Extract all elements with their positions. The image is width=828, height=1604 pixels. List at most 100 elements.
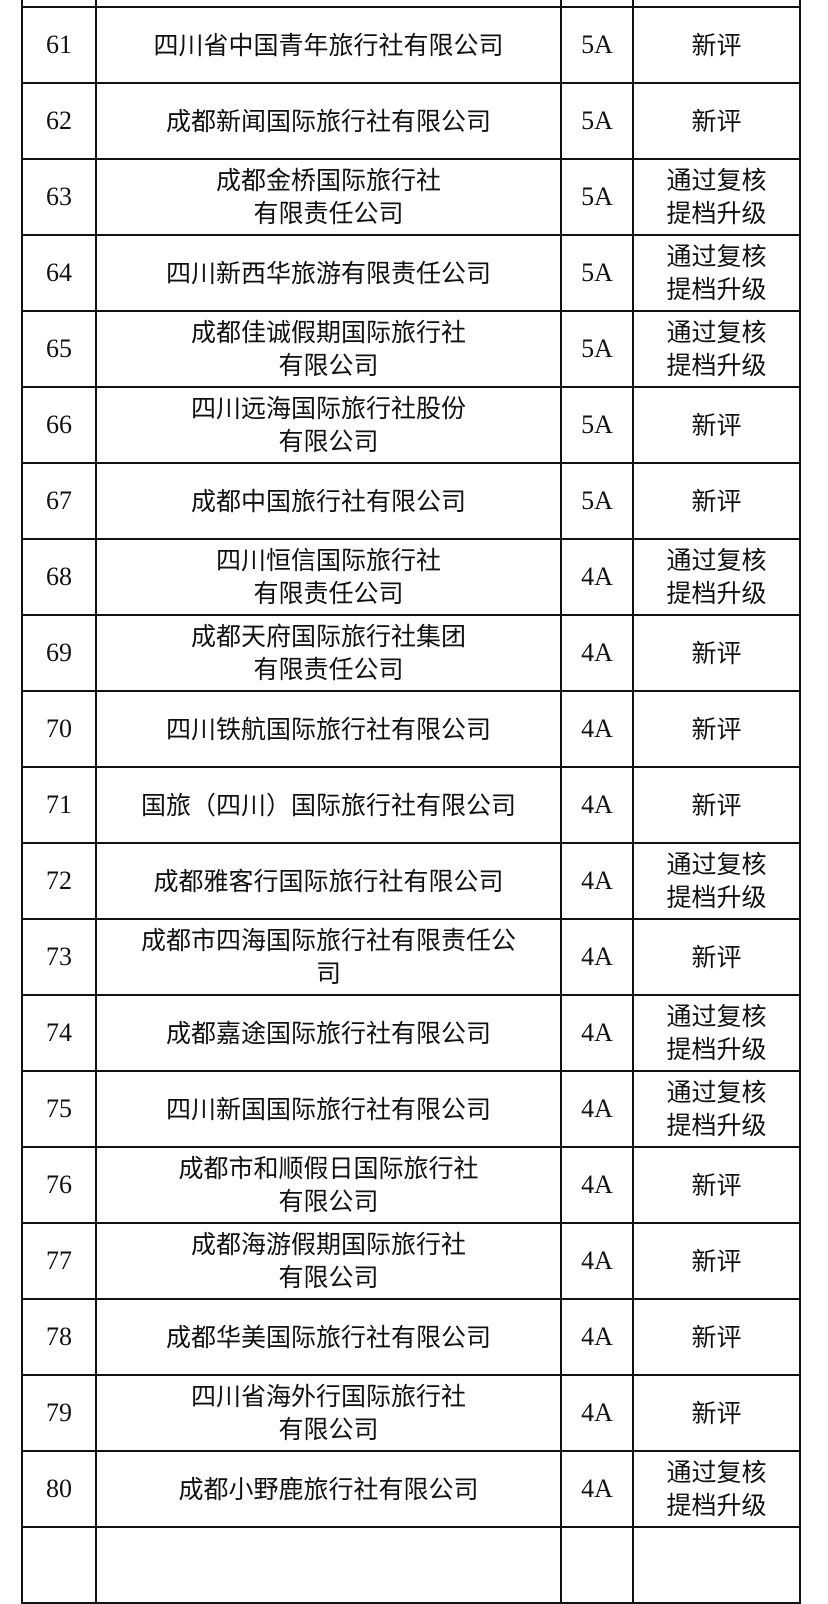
row-number: 79: [21, 1374, 97, 1452]
evaluation-type: 通过复核 提档升级: [632, 310, 801, 388]
table-row: 70 四川铁航国际旅行社有限公司 4A 新评: [21, 690, 801, 768]
agency-name: 成都市四海国际旅行社有限责任公 司: [95, 918, 562, 996]
row-number: 78: [21, 1298, 97, 1376]
table-row: 72 成都雅客行国际旅行社有限公司 4A 通过复核 提档升级: [21, 842, 801, 920]
agency-level: 5A: [560, 310, 634, 388]
table-row: 78 成都华美国际旅行社有限公司 4A 新评: [21, 1298, 801, 1376]
agency-name: 成都金桥国际旅行社 有限责任公司: [95, 158, 562, 236]
evaluation-type: 新评: [632, 690, 801, 768]
table-row: 62 成都新闻国际旅行社有限公司 5A 新评: [21, 82, 801, 160]
agency-name: 四川铁航国际旅行社有限公司: [95, 690, 562, 768]
agency-level: 5A: [560, 462, 634, 540]
evaluation-type: 通过复核 提档升级: [632, 842, 801, 920]
evaluation-type: 通过复核 提档升级: [632, 1450, 801, 1528]
agency-level: 4A: [560, 1298, 634, 1376]
agency-name: 国旅（四川）国际旅行社有限公司: [95, 766, 562, 844]
evaluation-type: 新评: [632, 766, 801, 844]
agency-name: 成都中国旅行社有限公司: [95, 462, 562, 540]
agency-name: 成都嘉途国际旅行社有限公司: [95, 994, 562, 1072]
table-row: 77 成都海游假期国际旅行社 有限公司 4A 新评: [21, 1222, 801, 1300]
table-row: 68 四川恒信国际旅行社 有限责任公司 4A 通过复核 提档升级: [21, 538, 801, 616]
row-number: 61: [21, 6, 97, 84]
row-number: 76: [21, 1146, 97, 1224]
row-number: 67: [21, 462, 97, 540]
row-number: 72: [21, 842, 97, 920]
evaluation-type: 通过复核 提档升级: [632, 994, 801, 1072]
table-row: 79 四川省海外行国际旅行社 有限公司 4A 新评: [21, 1374, 801, 1452]
table-row: 63 成都金桥国际旅行社 有限责任公司 5A 通过复核 提档升级: [21, 158, 801, 236]
table-row: 67 成都中国旅行社有限公司 5A 新评: [21, 462, 801, 540]
agency-level: 4A: [560, 994, 634, 1072]
agency-level: 5A: [560, 234, 634, 312]
row-number: 64: [21, 234, 97, 312]
evaluation-type: 新评: [632, 1146, 801, 1224]
table-row: 76 成都市和顺假日国际旅行社 有限公司 4A 新评: [21, 1146, 801, 1224]
row-number: 73: [21, 918, 97, 996]
evaluation-type: 通过复核 提档升级: [632, 1070, 801, 1148]
agency-level: 4A: [560, 1222, 634, 1300]
partial-row-bottom: [21, 1526, 801, 1604]
evaluation-type: 新评: [632, 1374, 801, 1452]
agency-level: 5A: [560, 82, 634, 160]
row-number: 77: [21, 1222, 97, 1300]
row-number: 62: [21, 82, 97, 160]
table-row: 61 四川省中国青年旅行社有限公司 5A 新评: [21, 6, 801, 84]
row-number: 75: [21, 1070, 97, 1148]
evaluation-type: 新评: [632, 6, 801, 84]
row-number: 63: [21, 158, 97, 236]
agency-name: 四川新西华旅游有限责任公司: [95, 234, 562, 312]
agency-name: 成都市和顺假日国际旅行社 有限公司: [95, 1146, 562, 1224]
agency-level: 4A: [560, 1450, 634, 1528]
agency-name: 四川新国国际旅行社有限公司: [95, 1070, 562, 1148]
evaluation-type: 新评: [632, 918, 801, 996]
agency-name: 四川恒信国际旅行社 有限责任公司: [95, 538, 562, 616]
row-number: 66: [21, 386, 97, 464]
table-row: 69 成都天府国际旅行社集团 有限责任公司 4A 新评: [21, 614, 801, 692]
row-number: 70: [21, 690, 97, 768]
table-row: 75 四川新国国际旅行社有限公司 4A 通过复核 提档升级: [21, 1070, 801, 1148]
evaluation-type: 新评: [632, 1298, 801, 1376]
agency-name: 成都天府国际旅行社集团 有限责任公司: [95, 614, 562, 692]
agency-name: 四川远海国际旅行社股份 有限公司: [95, 386, 562, 464]
agency-level: 4A: [560, 766, 634, 844]
evaluation-type: 新评: [632, 82, 801, 160]
table-row: 80 成都小野鹿旅行社有限公司 4A 通过复核 提档升级: [21, 1450, 801, 1528]
table-row: 73 成都市四海国际旅行社有限责任公 司 4A 新评: [21, 918, 801, 996]
row-number: 74: [21, 994, 97, 1072]
partial-row-top: [21, 0, 801, 8]
agency-name: 成都佳诚假期国际旅行社 有限公司: [95, 310, 562, 388]
agency-name: 四川省中国青年旅行社有限公司: [95, 6, 562, 84]
agency-name: 成都小野鹿旅行社有限公司: [95, 1450, 562, 1528]
table-row: 64 四川新西华旅游有限责任公司 5A 通过复核 提档升级: [21, 234, 801, 312]
evaluation-type: 通过复核 提档升级: [632, 234, 801, 312]
agency-level: 4A: [560, 918, 634, 996]
agency-level: 4A: [560, 842, 634, 920]
agency-level: 4A: [560, 1146, 634, 1224]
row-number: 65: [21, 310, 97, 388]
agency-level: 5A: [560, 6, 634, 84]
table-row: 71 国旅（四川）国际旅行社有限公司 4A 新评: [21, 766, 801, 844]
table-row: 65 成都佳诚假期国际旅行社 有限公司 5A 通过复核 提档升级: [21, 310, 801, 388]
row-number: 69: [21, 614, 97, 692]
row-number: 71: [21, 766, 97, 844]
agency-name: 四川省海外行国际旅行社 有限公司: [95, 1374, 562, 1452]
agency-name: 成都华美国际旅行社有限公司: [95, 1298, 562, 1376]
agency-level: 4A: [560, 1070, 634, 1148]
evaluation-type: 通过复核 提档升级: [632, 158, 801, 236]
agency-level: 4A: [560, 614, 634, 692]
agency-level: 5A: [560, 158, 634, 236]
table-row: 66 四川远海国际旅行社股份 有限公司 5A 新评: [21, 386, 801, 464]
agency-name: 成都雅客行国际旅行社有限公司: [95, 842, 562, 920]
row-number: 68: [21, 538, 97, 616]
agency-level: 5A: [560, 386, 634, 464]
evaluation-type: 新评: [632, 386, 801, 464]
agency-name: 成都海游假期国际旅行社 有限公司: [95, 1222, 562, 1300]
travel-agency-table: 61 四川省中国青年旅行社有限公司 5A 新评 62 成都新闻国际旅行社有限公司 5A 新评 6…: [21, 0, 801, 1604]
evaluation-type: 通过复核 提档升级: [632, 538, 801, 616]
agency-level: 4A: [560, 1374, 634, 1452]
evaluation-type: 新评: [632, 1222, 801, 1300]
table-row: 74 成都嘉途国际旅行社有限公司 4A 通过复核 提档升级: [21, 994, 801, 1072]
evaluation-type: 新评: [632, 614, 801, 692]
agency-level: 4A: [560, 690, 634, 768]
row-number: 80: [21, 1450, 97, 1528]
